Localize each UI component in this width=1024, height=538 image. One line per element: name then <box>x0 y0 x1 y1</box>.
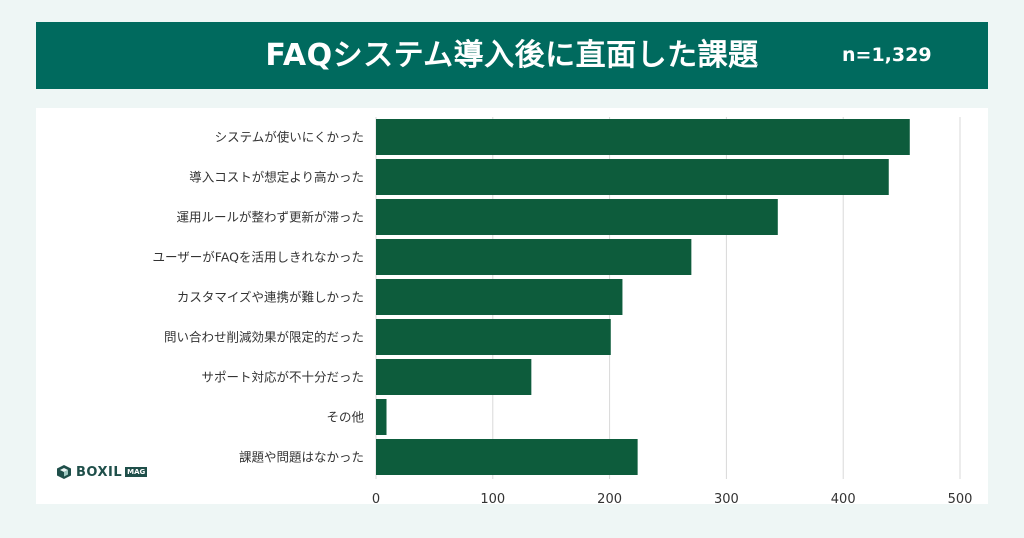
category-label: 運用ルールが整わず更新が滞った <box>176 210 364 225</box>
category-label: 課題や問題はなかった <box>239 450 364 465</box>
cube-logo-icon <box>57 465 71 479</box>
bar <box>376 279 623 315</box>
category-label: カスタマイズや連携が難しかった <box>177 290 364 305</box>
category-label: ユーザーがFAQを活用しきれなかった <box>153 250 364 265</box>
category-label: サポート対応が不十分だった <box>201 370 364 385</box>
category-label: システムが使いにくかった <box>215 130 364 145</box>
x-tick-label: 500 <box>948 492 973 504</box>
chart-title: FAQシステム導入後に直面した課題 <box>265 38 759 73</box>
x-tick-label: 0 <box>372 492 380 504</box>
bar <box>376 439 638 475</box>
category-labels: システムが使いにくかった導入コストが想定より高かった運用ルールが整わず更新が滞っ… <box>153 130 365 465</box>
header-banner: FAQシステム導入後に直面した課題 n=1,329 <box>36 22 988 89</box>
bar-chart: システムが使いにくかった導入コストが想定より高かった運用ルールが整わず更新が滞っ… <box>153 117 973 504</box>
bar <box>376 319 611 355</box>
x-tick-label: 400 <box>831 492 856 504</box>
sample-size-label: n=1,329 <box>842 44 932 66</box>
x-tick-label: 200 <box>597 492 622 504</box>
bar <box>376 159 889 195</box>
bars <box>376 119 910 475</box>
bar <box>376 239 692 275</box>
bar <box>376 399 387 435</box>
logo-text: BOXIL <box>76 464 123 480</box>
category-label: 導入コストが想定より高かった <box>189 170 364 185</box>
chart-panel: システムが使いにくかった導入コストが想定より高かった運用ルールが整わず更新が滞っ… <box>36 108 988 504</box>
logo-badge: MAG <box>125 467 148 477</box>
bar <box>376 199 778 235</box>
category-label: その他 <box>326 410 364 425</box>
bar <box>376 119 910 155</box>
category-label: 問い合わせ削減効果が限定的だった <box>164 330 364 345</box>
x-tick-label: 300 <box>714 492 739 504</box>
x-tick-label: 100 <box>480 492 505 504</box>
x-tick-labels: 0 100 200 300 400 500 <box>372 492 973 504</box>
bar <box>376 359 532 395</box>
boxil-mag-logo: BOXIL MAG <box>56 462 148 482</box>
